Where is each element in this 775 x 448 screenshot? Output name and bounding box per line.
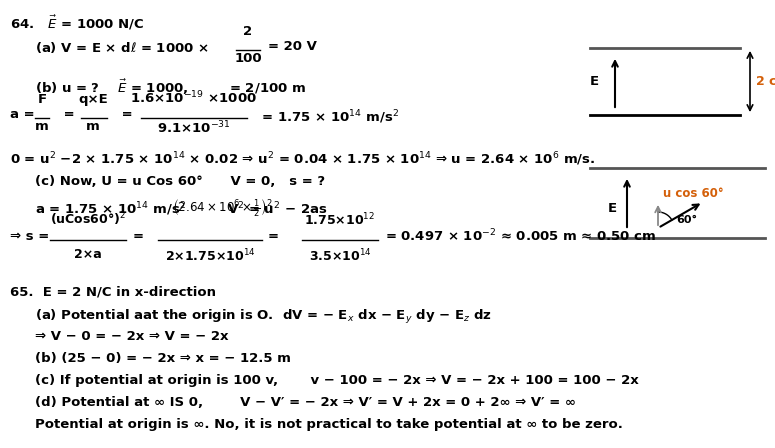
Text: 0 = u$^2$ −2 × 1.75 × 10$^{14}$ × 0.02 ⇒ u$^2$ = 0.04 × 1.75 × 10$^{14}$ ⇒ u = 2: 0 = u$^2$ −2 × 1.75 × 10$^{14}$ × 0.02 ⇒…: [10, 150, 595, 168]
Text: ⇒ V − 0 = − 2x ⇒ V = − 2x: ⇒ V − 0 = − 2x ⇒ V = − 2x: [35, 330, 229, 343]
Text: 3.5×10$^{14}$: 3.5×10$^{14}$: [308, 248, 371, 265]
Text: q×E: q×E: [78, 93, 108, 106]
Text: m: m: [86, 120, 100, 133]
Text: E: E: [590, 74, 599, 87]
Text: a = 1.75 × 10$^{14}$ m/s$^2$         V$^2$ = u$^2$ − 2as: a = 1.75 × 10$^{14}$ m/s$^2$ V$^2$ = u$^…: [35, 200, 328, 218]
Text: 64.   $\vec{E}$ = 1000 N/C: 64. $\vec{E}$ = 1000 N/C: [10, 14, 144, 32]
Text: m: m: [35, 120, 49, 133]
Text: 2 cm: 2 cm: [756, 74, 775, 87]
Text: =: =: [59, 108, 79, 121]
Text: (b) u = ?    $\vec{E}$ = 1000,         = 2/100 m: (b) u = ? $\vec{E}$ = 1000, = 2/100 m: [35, 78, 306, 97]
Text: 1.6×10$^{-19}$ ×1000: 1.6×10$^{-19}$ ×1000: [130, 90, 257, 106]
Text: 65.  E = 2 N/C in x-direction: 65. E = 2 N/C in x-direction: [10, 285, 216, 298]
Text: 2×a: 2×a: [74, 248, 102, 261]
Text: 100: 100: [234, 52, 262, 65]
Text: (b) (25 − 0) = − 2x ⇒ x = − 12.5 m: (b) (25 − 0) = − 2x ⇒ x = − 12.5 m: [35, 352, 291, 365]
Text: =: =: [133, 229, 144, 242]
Text: u cos 60°: u cos 60°: [663, 187, 724, 200]
Text: 2: 2: [243, 25, 253, 38]
Text: 1.75×10$^{12}$: 1.75×10$^{12}$: [305, 211, 376, 228]
Text: (a) Potential aat the origin is O.  dV = − E$_x$ dx − E$_y$ dy − E$_z$ dz: (a) Potential aat the origin is O. dV = …: [35, 308, 491, 326]
Text: (c) If potential at origin is 100 v,       v − 100 = − 2x ⇒ V = − 2x + 100 = 100: (c) If potential at origin is 100 v, v −…: [35, 374, 639, 387]
Text: (d) Potential at ∞ IS 0,        V − V′ = − 2x ⇒ V′ = V + 2x = 0 + 2∞ ⇒ V′ = ∞: (d) Potential at ∞ IS 0, V − V′ = − 2x ⇒…: [35, 396, 576, 409]
Text: = 20 V: = 20 V: [268, 40, 317, 53]
Text: 2×1.75×10$^{14}$: 2×1.75×10$^{14}$: [165, 248, 255, 265]
Text: = 0.497 × 10$^{-2}$ ≈ 0.005 m ≈ 0.50 cm: = 0.497 × 10$^{-2}$ ≈ 0.005 m ≈ 0.50 cm: [385, 228, 656, 244]
Text: Potential at origin is ∞. No, it is not practical to take potential at ∞ to be z: Potential at origin is ∞. No, it is not …: [35, 418, 623, 431]
Text: =: =: [117, 108, 137, 121]
Text: =: =: [268, 229, 279, 242]
Text: = 1.75 × 10$^{14}$ m/s$^2$: = 1.75 × 10$^{14}$ m/s$^2$: [257, 108, 399, 125]
Text: a =: a =: [10, 108, 40, 121]
Text: E: E: [608, 202, 617, 215]
Text: 60°: 60°: [676, 215, 698, 225]
Text: (uCos60°)$^2$: (uCos60°)$^2$: [50, 211, 126, 228]
Text: (c) Now, U = u Cos 60°      V = 0,   s = ?: (c) Now, U = u Cos 60° V = 0, s = ?: [35, 175, 326, 188]
Text: 9.1×10$^{-31}$: 9.1×10$^{-31}$: [157, 120, 231, 137]
Text: (a) V = E × d$\ell$ = 1000 ×: (a) V = E × d$\ell$ = 1000 ×: [35, 40, 208, 55]
Text: ⇒ s =: ⇒ s =: [10, 229, 54, 242]
Text: $\left(2.64\times10^6\times\frac{1}{2}\right)^2$: $\left(2.64\times10^6\times\frac{1}{2}\r…: [172, 197, 273, 218]
Text: F: F: [37, 93, 46, 106]
